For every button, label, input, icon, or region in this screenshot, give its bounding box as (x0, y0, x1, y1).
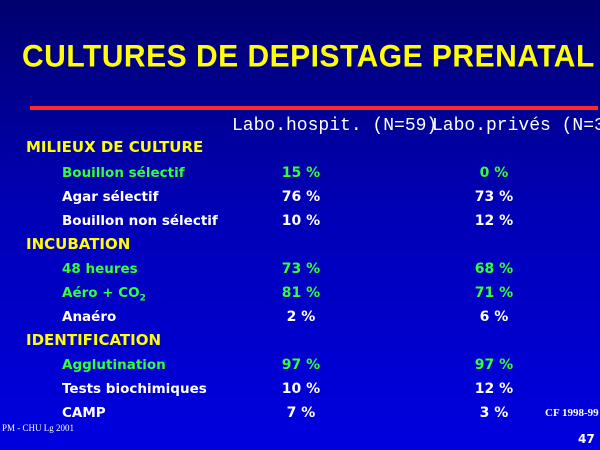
column-header-hospital: Labo.hospit. (N=59) (232, 116, 438, 136)
section-heading-milieux: MILIEUX DE CULTURE (26, 138, 204, 156)
value-hospital: 97 % (281, 357, 321, 373)
value-private: 12 % (474, 213, 514, 229)
row-label: Bouillon non sélectif (62, 213, 218, 229)
row-label: Tests biochimiques (62, 381, 207, 397)
subscript: 2 (139, 293, 146, 304)
value-private: 71 % (474, 285, 514, 301)
value-private: 73 % (474, 189, 514, 205)
value-private: 0 % (479, 165, 509, 181)
value-hospital: 7 % (286, 405, 316, 421)
slide-title: CULTURES DE DEPISTAGE PRENATAL (22, 39, 595, 74)
footer-credit: PM - CHU Lg 2001 (2, 423, 75, 433)
section-heading-identification: IDENTIFICATION (26, 331, 162, 349)
row-label: CAMP (62, 405, 106, 421)
value-hospital: 81 % (281, 285, 321, 301)
value-hospital: 76 % (281, 189, 321, 205)
value-hospital: 15 % (281, 165, 321, 181)
row-label: Aéro + CO (62, 285, 140, 301)
column-header-private: Labo.privés (N=34) (432, 116, 600, 136)
value-private: 3 % (479, 405, 509, 421)
row-label: Agglutination (62, 357, 166, 373)
row-label: Anaéro (62, 309, 117, 325)
value-private: 12 % (474, 381, 514, 397)
source-label: CF 1998-99 (545, 407, 599, 419)
value-hospital: 10 % (281, 381, 321, 397)
value-hospital: 10 % (281, 213, 321, 229)
section-heading-incubation: INCUBATION (26, 235, 131, 253)
value-private: 68 % (474, 261, 514, 277)
page-number: 47 (578, 432, 595, 446)
value-hospital: 73 % (281, 261, 321, 277)
value-private: 6 % (479, 309, 509, 325)
row-label: Bouillon sélectif (62, 165, 185, 181)
value-hospital: 2 % (286, 309, 316, 325)
value-private: 97 % (474, 357, 514, 373)
row-label: 48 heures (62, 261, 138, 277)
row-label: Agar sélectif (62, 189, 159, 205)
row-label-aero-co2: Aéro + CO2 (62, 285, 146, 304)
title-divider (30, 106, 598, 110)
